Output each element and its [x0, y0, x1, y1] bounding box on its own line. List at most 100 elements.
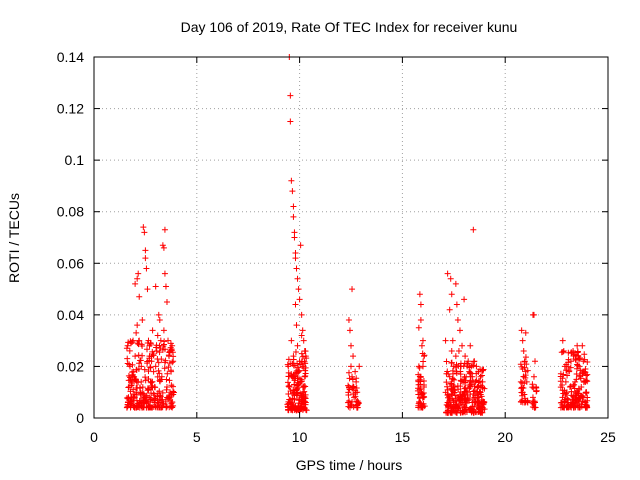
- data-point: [561, 398, 568, 405]
- data-point: [559, 337, 566, 344]
- x-tick-label: 20: [497, 429, 513, 445]
- data-point: [450, 363, 457, 370]
- data-point: [559, 375, 566, 382]
- data-point: [129, 369, 136, 376]
- data-point: [562, 378, 569, 385]
- data-point: [568, 388, 575, 395]
- data-point: [157, 393, 164, 400]
- x-axis-label: GPS time / hours: [296, 457, 403, 473]
- data-point: [349, 286, 356, 293]
- data-point: [446, 373, 453, 380]
- data-point: [285, 363, 292, 370]
- data-point: [161, 365, 168, 372]
- data-point: [532, 358, 539, 365]
- data-point: [450, 370, 457, 377]
- data-point: [161, 270, 168, 277]
- data-point: [345, 369, 352, 376]
- data-point: [567, 358, 574, 365]
- data-point: [290, 213, 297, 220]
- data-point: [459, 409, 466, 416]
- x-tick-label: 25: [600, 429, 616, 445]
- data-point: [143, 392, 150, 399]
- data-point: [296, 296, 303, 303]
- data-point: [162, 357, 169, 364]
- data-point: [136, 337, 143, 344]
- data-point: [130, 395, 137, 402]
- data-point: [156, 377, 163, 384]
- data-point: [292, 255, 299, 262]
- data-point: [150, 368, 157, 375]
- data-point: [452, 353, 459, 360]
- data-point: [518, 327, 525, 334]
- data-point: [125, 384, 132, 391]
- data-point: [130, 337, 137, 344]
- data-point: [145, 368, 152, 375]
- data-point: [141, 366, 148, 373]
- data-point: [443, 379, 450, 386]
- data-point: [293, 265, 300, 272]
- data-point: [288, 372, 295, 379]
- data-point: [169, 342, 176, 349]
- data-point: [449, 337, 456, 344]
- data-point: [293, 322, 300, 329]
- data-point: [299, 393, 306, 400]
- data-point: [301, 405, 308, 412]
- data-point: [294, 342, 301, 349]
- data-point: [154, 402, 161, 409]
- data-point: [294, 275, 301, 282]
- data-point: [146, 353, 153, 360]
- data-point: [152, 283, 159, 290]
- data-point: [576, 363, 583, 370]
- data-point: [289, 188, 296, 195]
- data-point: [475, 394, 482, 401]
- data-point: [420, 378, 427, 385]
- data-point: [416, 394, 423, 401]
- y-tick-label: 0.02: [57, 358, 84, 374]
- data-point: [578, 384, 585, 391]
- data-point: [521, 399, 528, 406]
- data-point: [287, 399, 294, 406]
- data-point: [577, 373, 584, 380]
- data-point: [167, 389, 174, 396]
- chart-title: Day 106 of 2019, Rate Of TEC Index for r…: [181, 19, 518, 35]
- axes: 0 5 10 15 20 25 0 0.02 0.04 0.06 0.08 0.1 0.12 0.14: [57, 49, 616, 445]
- data-point: [533, 387, 540, 394]
- data-point: [144, 346, 151, 353]
- data-point: [142, 247, 149, 254]
- data-point: [559, 348, 566, 355]
- data-point: [132, 280, 139, 287]
- data-point: [298, 350, 305, 357]
- data-point: [573, 370, 580, 377]
- data-point: [295, 375, 302, 382]
- data-point: [584, 371, 591, 378]
- data-point: [466, 368, 473, 375]
- data-point: [131, 373, 138, 380]
- data-point: [466, 406, 473, 413]
- data-point: [135, 352, 142, 359]
- data-point: [581, 368, 588, 375]
- data-point: [530, 311, 537, 318]
- data-point: [447, 275, 454, 282]
- data-point: [302, 360, 309, 367]
- data-point: [345, 317, 352, 324]
- data-point: [145, 386, 152, 393]
- data-point: [452, 280, 459, 287]
- data-point: [570, 347, 577, 354]
- data-point: [161, 346, 168, 353]
- data-point: [572, 395, 579, 402]
- data-point: [447, 396, 454, 403]
- data-point: [474, 384, 481, 391]
- data-point: [161, 226, 168, 233]
- data-point: [352, 393, 359, 400]
- data-point: [138, 378, 145, 385]
- y-tick-label: 0.06: [57, 255, 84, 271]
- data-point: [146, 342, 153, 349]
- data-point: [574, 362, 581, 369]
- data-point: [128, 378, 135, 385]
- data-point: [467, 384, 474, 391]
- data-point: [517, 378, 524, 385]
- data-point: [154, 390, 161, 397]
- x-tick-label: 5: [193, 429, 201, 445]
- data-point: [456, 327, 463, 334]
- data-point: [576, 398, 583, 405]
